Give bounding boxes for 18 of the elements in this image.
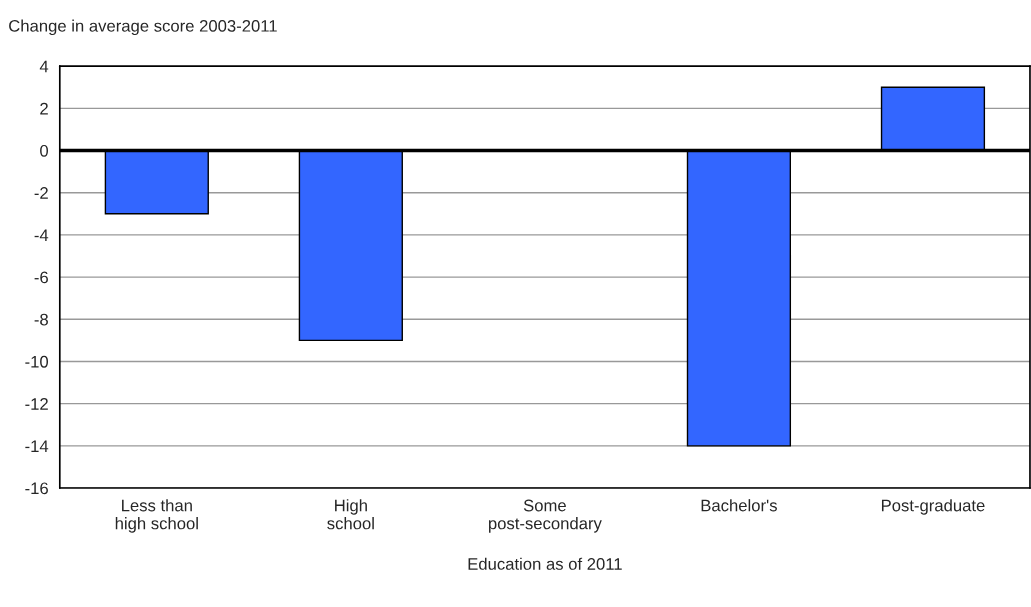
y-tick-label: -12 [25,398,48,410]
y-axis-title: Change in average score 2003-2011 [9,19,277,36]
x-tick-label: Some post-secondary [488,499,602,533]
y-tick-label: 2 [40,102,48,115]
y-tick-label: -10 [25,355,49,368]
y-tick-label: -6 [34,271,48,284]
x-tick-label: Post-graduate [881,499,985,515]
y-tick-label: -8 [34,313,48,326]
x-tick-label: High school [327,499,374,530]
y-tick-label: -4 [34,229,49,241]
x-axis-title: Education as of 2011 [468,557,622,570]
x-tick-label: Less than high school [115,499,198,533]
y-tick-label: 0 [40,144,49,157]
y-tick-label: -14 [25,440,49,452]
y-tick-label: -16 [25,482,48,495]
y-tick-label: -2 [34,187,48,199]
y-tick-label: 4 [39,60,49,73]
x-tick-label: Bachelor's [701,499,777,512]
